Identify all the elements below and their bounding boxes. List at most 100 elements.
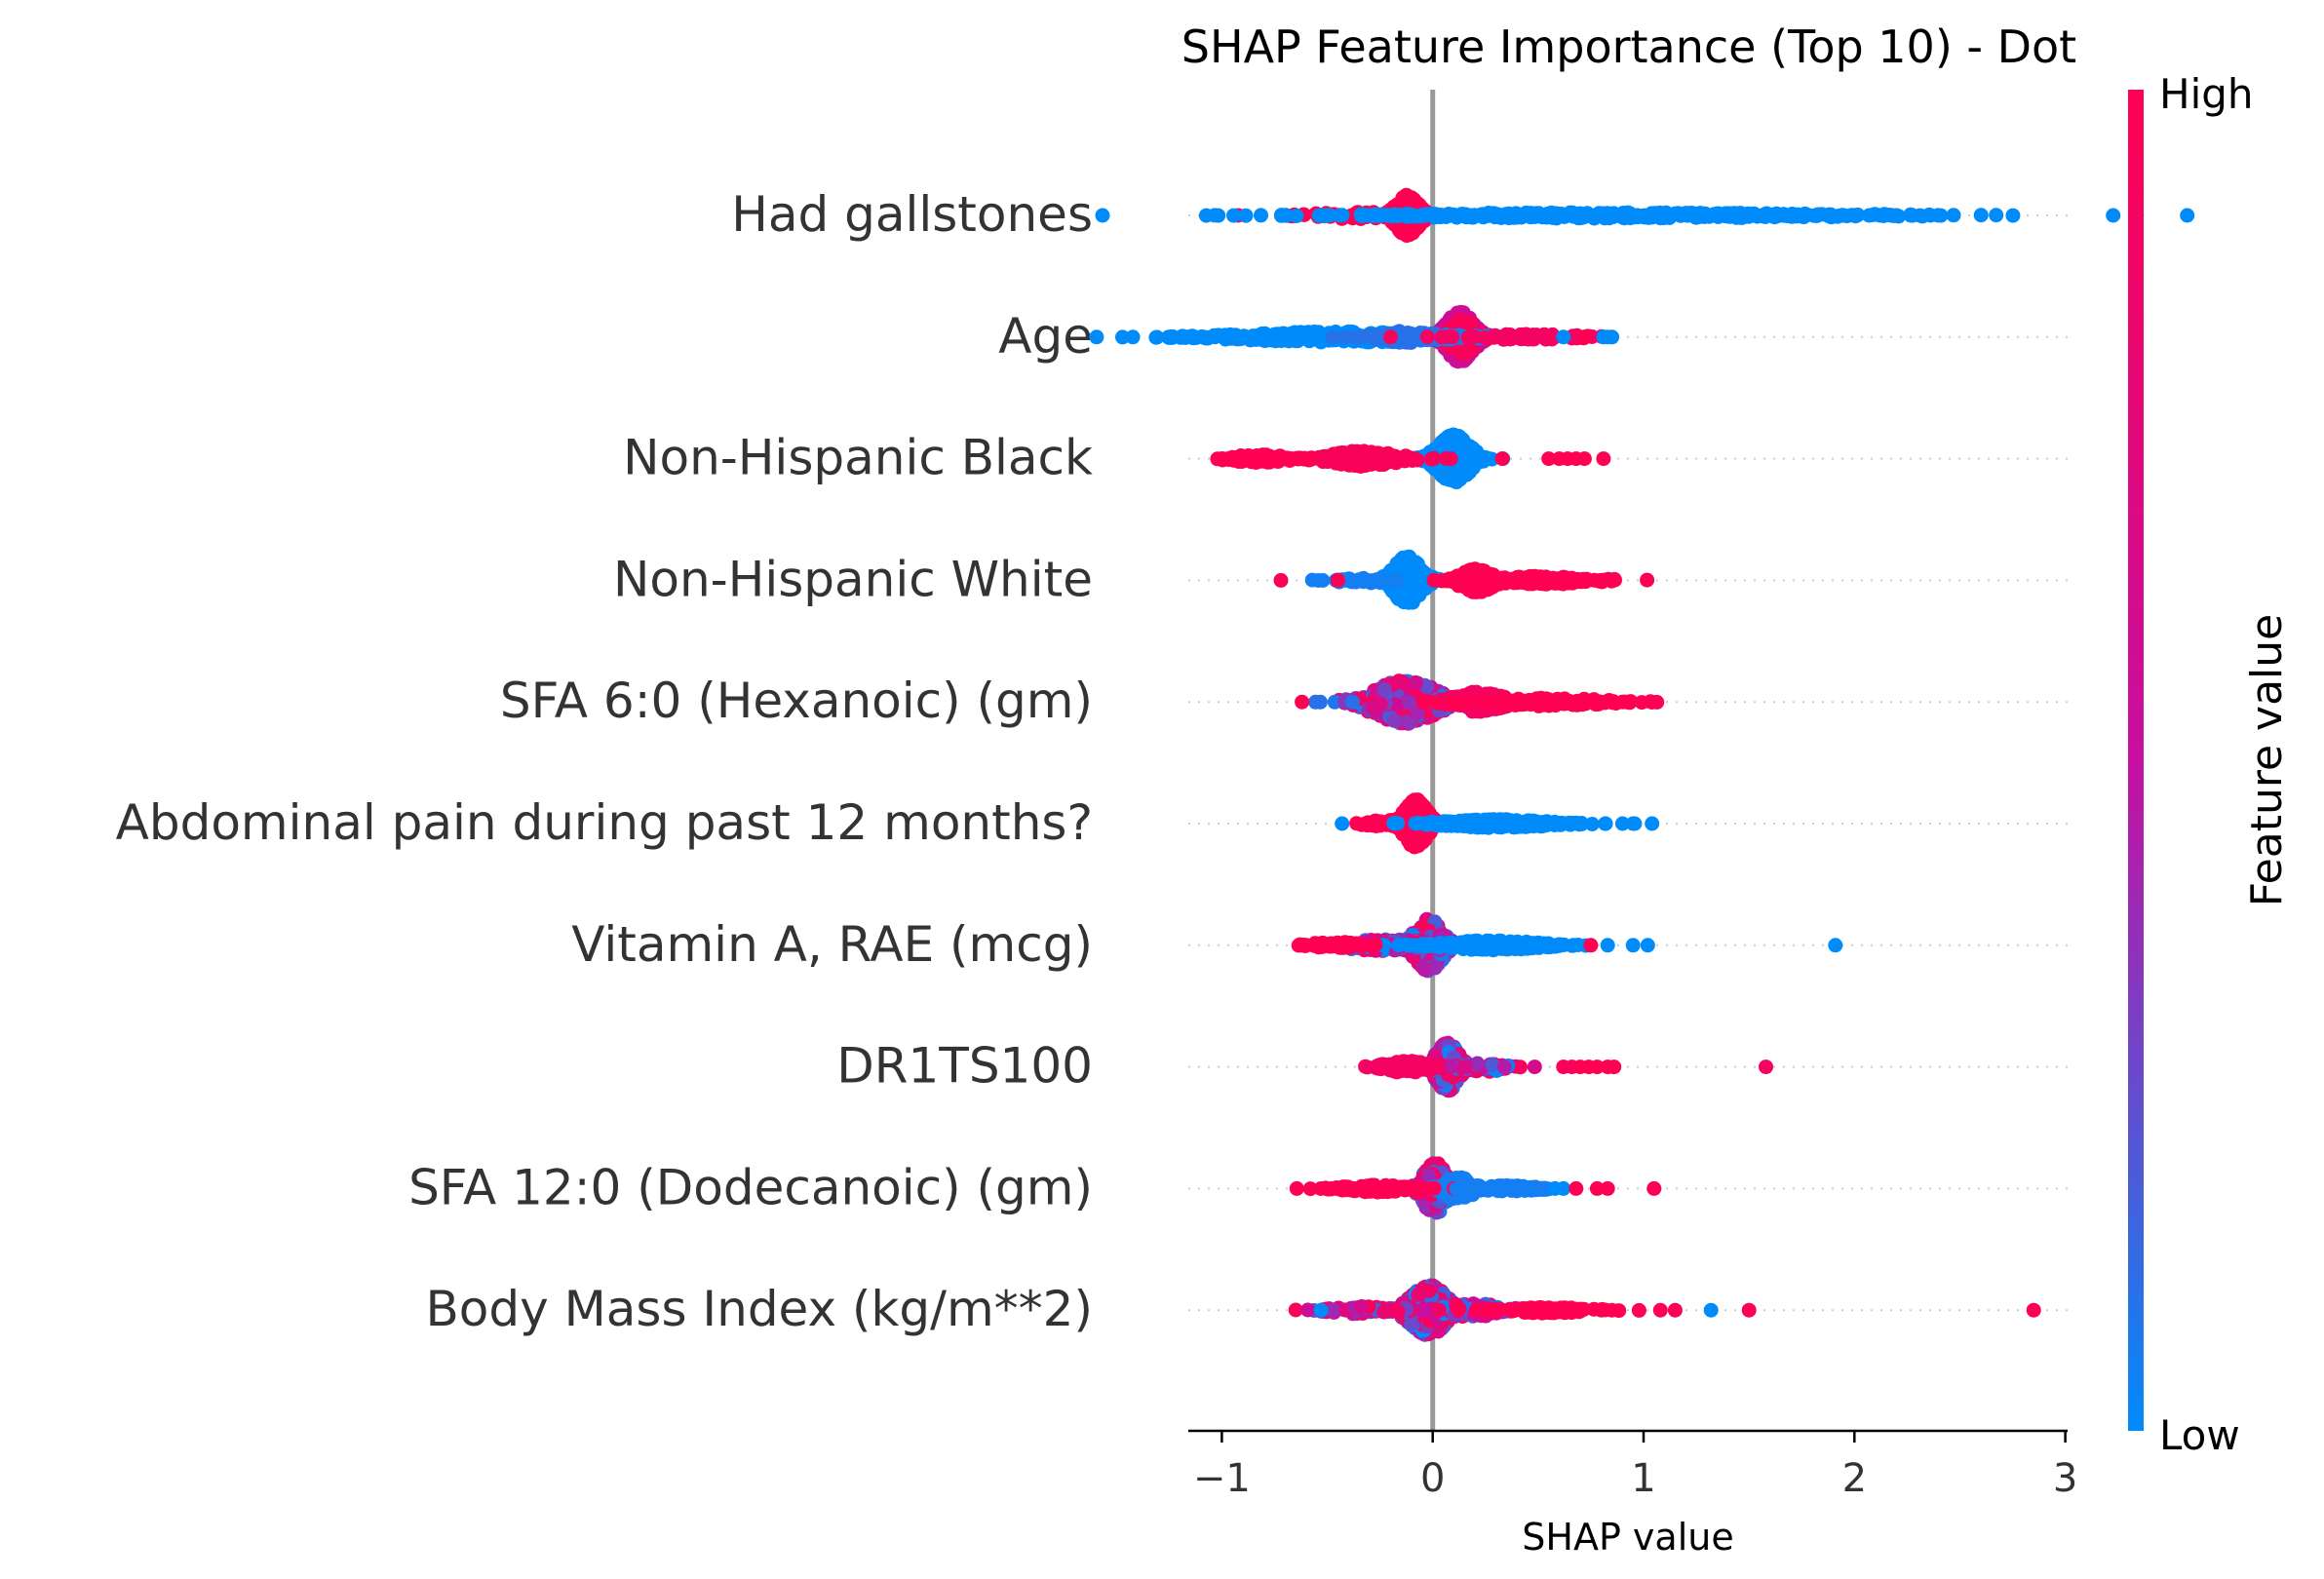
feature-points (1295, 674, 1665, 731)
shap-point (1304, 572, 1320, 588)
shap-point (1846, 208, 1862, 223)
shap-point (1443, 451, 1458, 467)
shap-point (1596, 572, 1611, 588)
shap-point (1452, 694, 1468, 710)
shap-point (1598, 816, 1613, 831)
shap-point (1464, 329, 1480, 345)
shap-point (1576, 329, 1592, 345)
shap-point (1573, 574, 1589, 590)
shap-point (2106, 208, 2121, 223)
shap-point (1905, 208, 1920, 223)
shap-point (1435, 468, 1450, 483)
shap-point (1634, 695, 1649, 711)
shap-point (1337, 329, 1353, 345)
shap-point (1420, 817, 1435, 832)
feature-rows (1188, 214, 2068, 1312)
shap-point (1442, 936, 1456, 951)
shap-point (1149, 329, 1165, 345)
shap-point (1474, 209, 1490, 224)
shap-point (1861, 208, 1877, 223)
shap-point (1382, 329, 1398, 345)
shap-point (1351, 456, 1367, 472)
feature-label: SFA 12:0 (Dodecanoic) (gm) (408, 1159, 1093, 1215)
shap-point (1477, 942, 1492, 957)
shap-point (1424, 451, 1440, 467)
shap-point (1946, 208, 1961, 223)
shap-point (1530, 815, 1546, 830)
shap-point (1344, 574, 1360, 590)
shap-point (1474, 693, 1490, 709)
shap-point (1673, 208, 1688, 223)
feature-label: Abdominal pain during past 12 months? (116, 794, 1093, 851)
shap-point (1379, 208, 1395, 223)
shap-point (1416, 694, 1432, 710)
shap-point (1556, 329, 1571, 345)
shap-point (1767, 208, 1783, 223)
shap-point (1333, 208, 1348, 223)
shap-point (1579, 695, 1595, 711)
shap-point (1593, 208, 1608, 223)
shap-point (1387, 816, 1403, 831)
shap-point (1872, 208, 1887, 223)
shap-point (1404, 561, 1419, 577)
shap-point (1525, 209, 1540, 224)
shap-point (1540, 692, 1556, 708)
shap-point (1320, 208, 1336, 223)
shap-point (1419, 329, 1435, 345)
shap-point (1312, 694, 1328, 710)
shap-point (1426, 572, 1442, 588)
shap-point (1451, 429, 1466, 443)
shap-point (1440, 817, 1455, 832)
feature-points (1273, 549, 1655, 610)
shap-point (1295, 694, 1310, 710)
shap-point (1625, 816, 1641, 831)
feature-label: Body Mass Index (kg/m**2) (426, 1281, 1094, 1337)
shap-point (1989, 208, 2004, 223)
feature-points (1210, 427, 1611, 490)
shap-point (1325, 329, 1340, 345)
shap-point (1417, 208, 1433, 223)
shap-point (1494, 208, 1510, 223)
chart-title: SHAP Feature Importance (Top 10) - Dot (1181, 20, 2076, 73)
feature-label: Non-Hispanic Black (623, 430, 1093, 486)
shap-point (1303, 451, 1319, 467)
shap-point (1207, 208, 1222, 223)
shap-point (1125, 329, 1141, 345)
shap-point (1508, 813, 1523, 828)
shap-point (1299, 327, 1315, 343)
shap-point (1376, 682, 1392, 698)
feature-points (1335, 792, 1660, 855)
shap-point (1365, 939, 1380, 954)
shap-point (1432, 209, 1447, 224)
shap-point (1391, 938, 1407, 953)
shap-point (1254, 208, 1268, 223)
shap-point (1452, 312, 1467, 327)
shap-point (1366, 700, 1381, 715)
shap-point (1553, 207, 1569, 221)
shap-point (1220, 451, 1236, 467)
shap-point (1922, 208, 1938, 223)
shap-point (1095, 208, 1110, 223)
shap-point (1565, 938, 1580, 953)
shap-point (1463, 208, 1479, 223)
shap-point (1645, 816, 1660, 831)
shap-point (1605, 329, 1620, 345)
shap-point (1452, 470, 1468, 485)
shap-point (1796, 210, 1811, 225)
shap-point (1504, 330, 1520, 346)
feature-label: Vitamin A, RAE (mcg) (571, 916, 1093, 973)
shap-point (1246, 450, 1261, 466)
shap-point (1349, 936, 1365, 951)
shap-point (1973, 208, 1989, 223)
feature-label: Age (998, 308, 1093, 365)
shap-point (1387, 713, 1403, 728)
shap-point (2180, 208, 2195, 223)
shap-point (1273, 572, 1289, 588)
shap-point (1399, 192, 1414, 207)
shap-point (1238, 208, 1254, 223)
shap-point (1494, 451, 1510, 467)
shap-point (1509, 696, 1525, 712)
shap-point (1414, 938, 1429, 953)
shap-points (1089, 187, 2195, 1342)
shap-point (1269, 449, 1285, 465)
